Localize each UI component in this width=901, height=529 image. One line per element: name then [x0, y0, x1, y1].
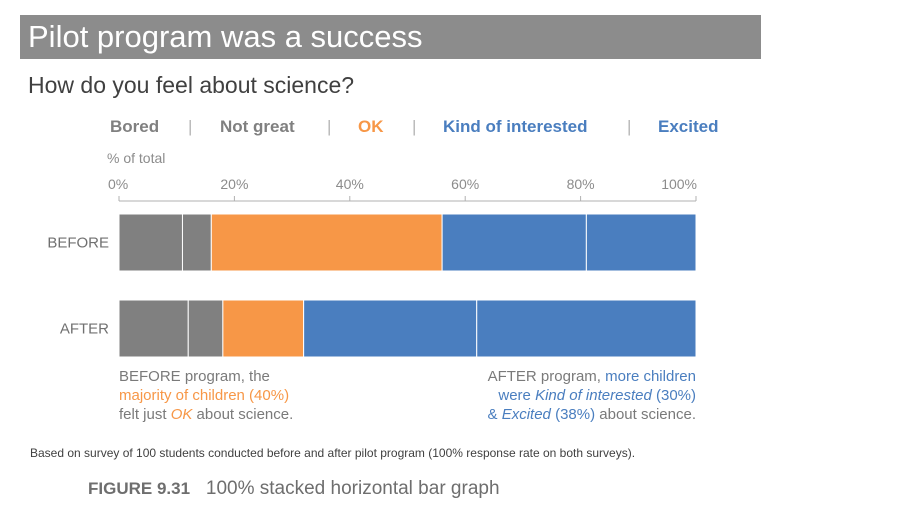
annotation-before-ok: OK	[170, 406, 193, 423]
figure-caption: FIGURE 9.31 100% stacked horizontal bar …	[88, 478, 500, 500]
legend-separator: |	[627, 117, 632, 136]
annotation-after-pct1: (30%)	[651, 387, 696, 404]
bar-segment	[222, 299, 305, 358]
annotation-after-amp: &	[487, 406, 502, 423]
legend: Bored | Not great | OK | Kind of interes…	[110, 117, 750, 143]
x-tick-label: 100%	[661, 176, 697, 192]
x-tick-label: 20%	[220, 176, 248, 192]
category-label: AFTER	[60, 321, 109, 338]
annotation-before: BEFORE program, the majority of children…	[119, 367, 293, 424]
annotation-before-line1: BEFORE program, the	[119, 368, 270, 385]
chart-subtitle: How do you feel about science?	[28, 72, 355, 98]
annotation-after-kind: Kind of interested	[535, 387, 652, 404]
figure-label: FIGURE 9.31	[88, 479, 191, 498]
annotation-after-highlight: more children	[605, 368, 696, 385]
category-label: BEFORE	[47, 235, 109, 252]
bar-segment	[585, 213, 697, 272]
legend-not-great: Not great	[220, 117, 295, 136]
legend-separator: |	[188, 117, 193, 136]
annotation-before-line2: majority of children (40%)	[119, 387, 290, 404]
axis-title: % of total	[107, 150, 166, 166]
annotation-before-end: about science.	[192, 406, 294, 423]
annotation-after-were: were	[498, 387, 536, 404]
annotation-after-excited: Excited	[501, 406, 551, 423]
bar-segment	[181, 213, 212, 272]
x-tick-label: 40%	[336, 176, 364, 192]
annotation-after: AFTER program, more children were Kind o…	[440, 367, 696, 424]
bar-segment	[303, 299, 478, 358]
bar-segment	[210, 213, 443, 272]
chart-title: Pilot program was a success	[28, 19, 423, 54]
legend-kind-of-interested: Kind of interested	[443, 117, 588, 136]
annotation-after-end: about science.	[595, 406, 696, 423]
legend-separator: |	[327, 117, 332, 136]
legend-ok: OK	[358, 117, 384, 136]
annotation-after-pct2: (38%)	[550, 406, 596, 423]
figure-caption-text: 100% stacked horizontal bar graph	[205, 478, 500, 499]
x-tick-label: 60%	[451, 176, 479, 192]
x-tick-label: 0%	[108, 176, 128, 192]
legend-separator: |	[412, 117, 417, 136]
bar-segment	[476, 299, 697, 358]
title-banner: Pilot program was a success	[20, 15, 761, 59]
bar-segment	[118, 299, 189, 358]
bar-segment	[118, 213, 183, 272]
x-tick-label: 80%	[567, 176, 595, 192]
bar-segment	[441, 213, 587, 272]
annotation-before-text: felt just	[119, 406, 171, 423]
bar-segment	[187, 299, 224, 358]
annotation-after-text: AFTER program,	[487, 368, 606, 385]
footnote: Based on survey of 100 students conducte…	[30, 446, 636, 460]
legend-excited: Excited	[658, 117, 719, 136]
legend-bored: Bored	[110, 117, 160, 136]
